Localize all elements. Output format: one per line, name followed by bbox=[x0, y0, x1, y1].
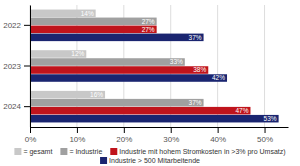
tick: 20% bbox=[116, 127, 132, 144]
bar bbox=[30, 58, 185, 66]
tick-mark bbox=[265, 127, 266, 133]
bar bbox=[30, 91, 105, 99]
legend-label: Industrie mit hohem Stromkosten in >3% p… bbox=[119, 148, 285, 156]
data-label: 27% bbox=[142, 18, 155, 25]
tick-mark bbox=[77, 127, 78, 133]
legend-swatch bbox=[14, 148, 21, 155]
bar bbox=[30, 34, 204, 42]
data-label: 53% bbox=[264, 115, 277, 122]
tick-label: 2023 bbox=[3, 62, 21, 71]
data-label: 47% bbox=[235, 107, 248, 114]
grid-line bbox=[264, 5, 265, 127]
y-axis: 2022 2023 2024 bbox=[3, 6, 30, 128]
legend-swatch bbox=[100, 157, 107, 164]
legend-item: = Industrie bbox=[60, 148, 102, 155]
bar bbox=[30, 99, 204, 107]
bar bbox=[30, 107, 250, 115]
bar bbox=[30, 74, 227, 82]
bar bbox=[30, 66, 208, 74]
data-label: 14% bbox=[81, 10, 94, 17]
tick-mark bbox=[30, 127, 31, 133]
data-label: 42% bbox=[212, 74, 225, 81]
data-label: 12% bbox=[71, 50, 84, 57]
tick: 2023 bbox=[3, 62, 30, 71]
tick-label: 2024 bbox=[3, 102, 21, 111]
data-labels: 14% 12% 16% 27% 33% 37% 27% 38% 47% 37% 42% 53% bbox=[71, 10, 277, 122]
axis-line bbox=[31, 127, 289, 128]
legend-item: Industrie > 500 Mitarbeitende bbox=[100, 157, 200, 164]
legend-swatch bbox=[110, 148, 117, 155]
data-label: 37% bbox=[189, 99, 202, 106]
tick-label: 40% bbox=[210, 135, 226, 144]
data-label: 33% bbox=[170, 58, 183, 65]
data-label: 27% bbox=[142, 26, 155, 33]
legend-item: Industrie mit hohem Stromkosten in >3% p… bbox=[110, 148, 285, 156]
tick-label: 30% bbox=[163, 135, 179, 144]
tick: 2024 bbox=[3, 102, 30, 111]
tick: 50% bbox=[257, 127, 273, 144]
bar bbox=[30, 50, 86, 58]
tick-label: 10% bbox=[69, 135, 85, 144]
tick: 0% bbox=[25, 127, 37, 144]
axis-line bbox=[30, 6, 31, 128]
tick-mark bbox=[24, 66, 30, 67]
tick-mark bbox=[171, 127, 172, 133]
legend-label: Industrie > 500 Mitarbeitende bbox=[109, 157, 200, 164]
chart: = gesamt = Industrie Industrie mit hohem S… bbox=[0, 0, 300, 166]
tick: 10% bbox=[69, 127, 85, 144]
tick: 40% bbox=[210, 127, 226, 144]
data-label: 16% bbox=[90, 91, 103, 98]
legend-label: = gesamt bbox=[23, 148, 52, 156]
tick-label: 50% bbox=[257, 135, 273, 144]
tick: 30% bbox=[163, 127, 179, 144]
bar bbox=[30, 18, 157, 26]
legend: = gesamt = Industrie Industrie mit hohem S… bbox=[14, 148, 285, 164]
tick-label: 0% bbox=[25, 135, 37, 144]
bar bbox=[30, 26, 157, 34]
data-label: 38% bbox=[193, 66, 206, 73]
x-axis: 0% 10% 20% 30% 40% 50% bbox=[25, 127, 289, 144]
bar bbox=[30, 10, 96, 18]
tick: 2022 bbox=[3, 21, 30, 30]
tick-label: 2022 bbox=[3, 21, 21, 30]
tick-label: 20% bbox=[116, 135, 132, 144]
tick-mark bbox=[24, 25, 30, 26]
bars bbox=[30, 10, 279, 123]
bar bbox=[30, 115, 279, 123]
tick-mark bbox=[24, 106, 30, 107]
legend-label: = Industrie bbox=[69, 148, 102, 155]
grid bbox=[30, 5, 265, 127]
legend-swatch bbox=[60, 148, 67, 155]
data-label: 37% bbox=[189, 34, 202, 41]
legend-item: = gesamt bbox=[14, 148, 52, 156]
tick-mark bbox=[218, 127, 219, 133]
tick-mark bbox=[124, 127, 125, 133]
